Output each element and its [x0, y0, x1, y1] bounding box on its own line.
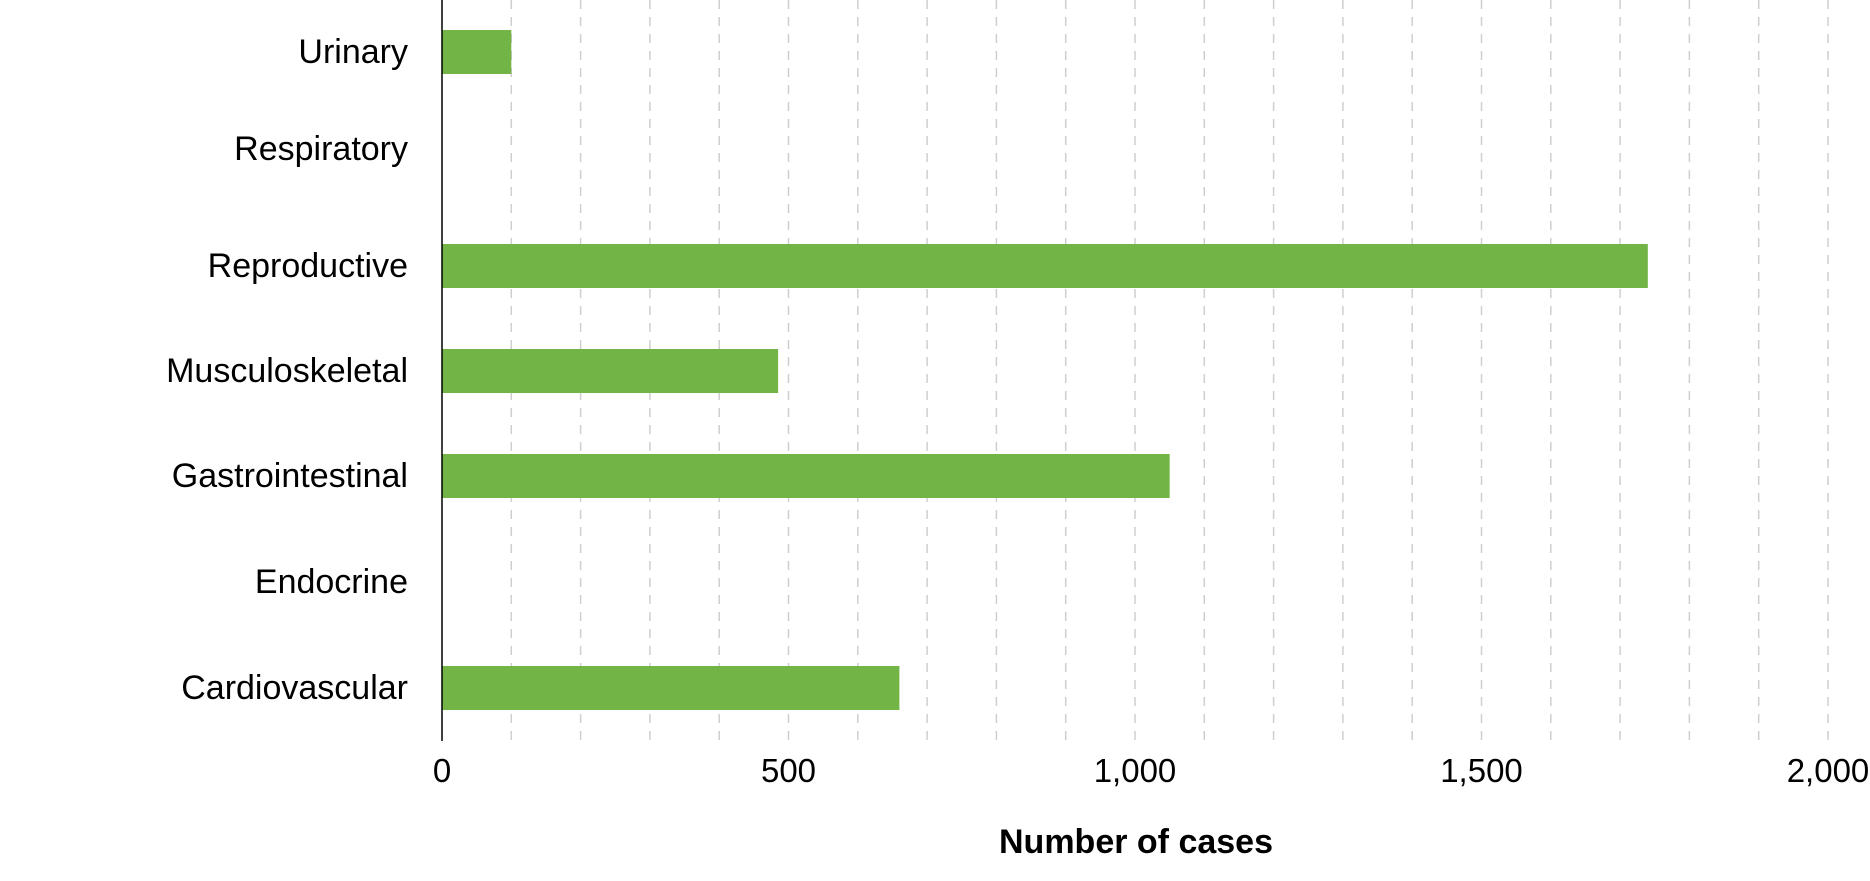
- category-label-gastrointestinal: Gastrointestinal: [172, 457, 408, 495]
- bars: [442, 30, 1648, 710]
- grid-lines: [510, 0, 1829, 741]
- bar-musculoskeletal: [442, 349, 779, 393]
- bar-gastrointestinal: [442, 454, 1170, 498]
- x-tick-label: 0: [433, 752, 451, 789]
- category-label-endocrine: Endocrine: [255, 563, 408, 601]
- bar-cardiovascular: [442, 666, 900, 710]
- category-label-musculoskeletal: Musculoskeletal: [166, 352, 408, 390]
- category-label-urinary: Urinary: [298, 33, 408, 71]
- category-label-respiratory: Respiratory: [234, 130, 408, 168]
- x-axis-title: Number of cases: [999, 823, 1273, 861]
- category-label-cardiovascular: Cardiovascular: [181, 669, 408, 707]
- category-label-reproductive: Reproductive: [208, 247, 408, 285]
- x-tick-labels: 0 500 1,000 1,500 2,000: [433, 752, 1869, 789]
- bar-reproductive: [442, 244, 1648, 288]
- x-tick-label: 500: [761, 752, 816, 789]
- x-tick-label: 1,000: [1094, 752, 1177, 789]
- bar-urinary: [442, 30, 512, 74]
- category-labels: Urinary Respiratory Reproductive Musculoske…: [166, 33, 408, 707]
- x-tick-label: 2,000: [1787, 752, 1870, 789]
- x-tick-label: 1,500: [1440, 752, 1523, 789]
